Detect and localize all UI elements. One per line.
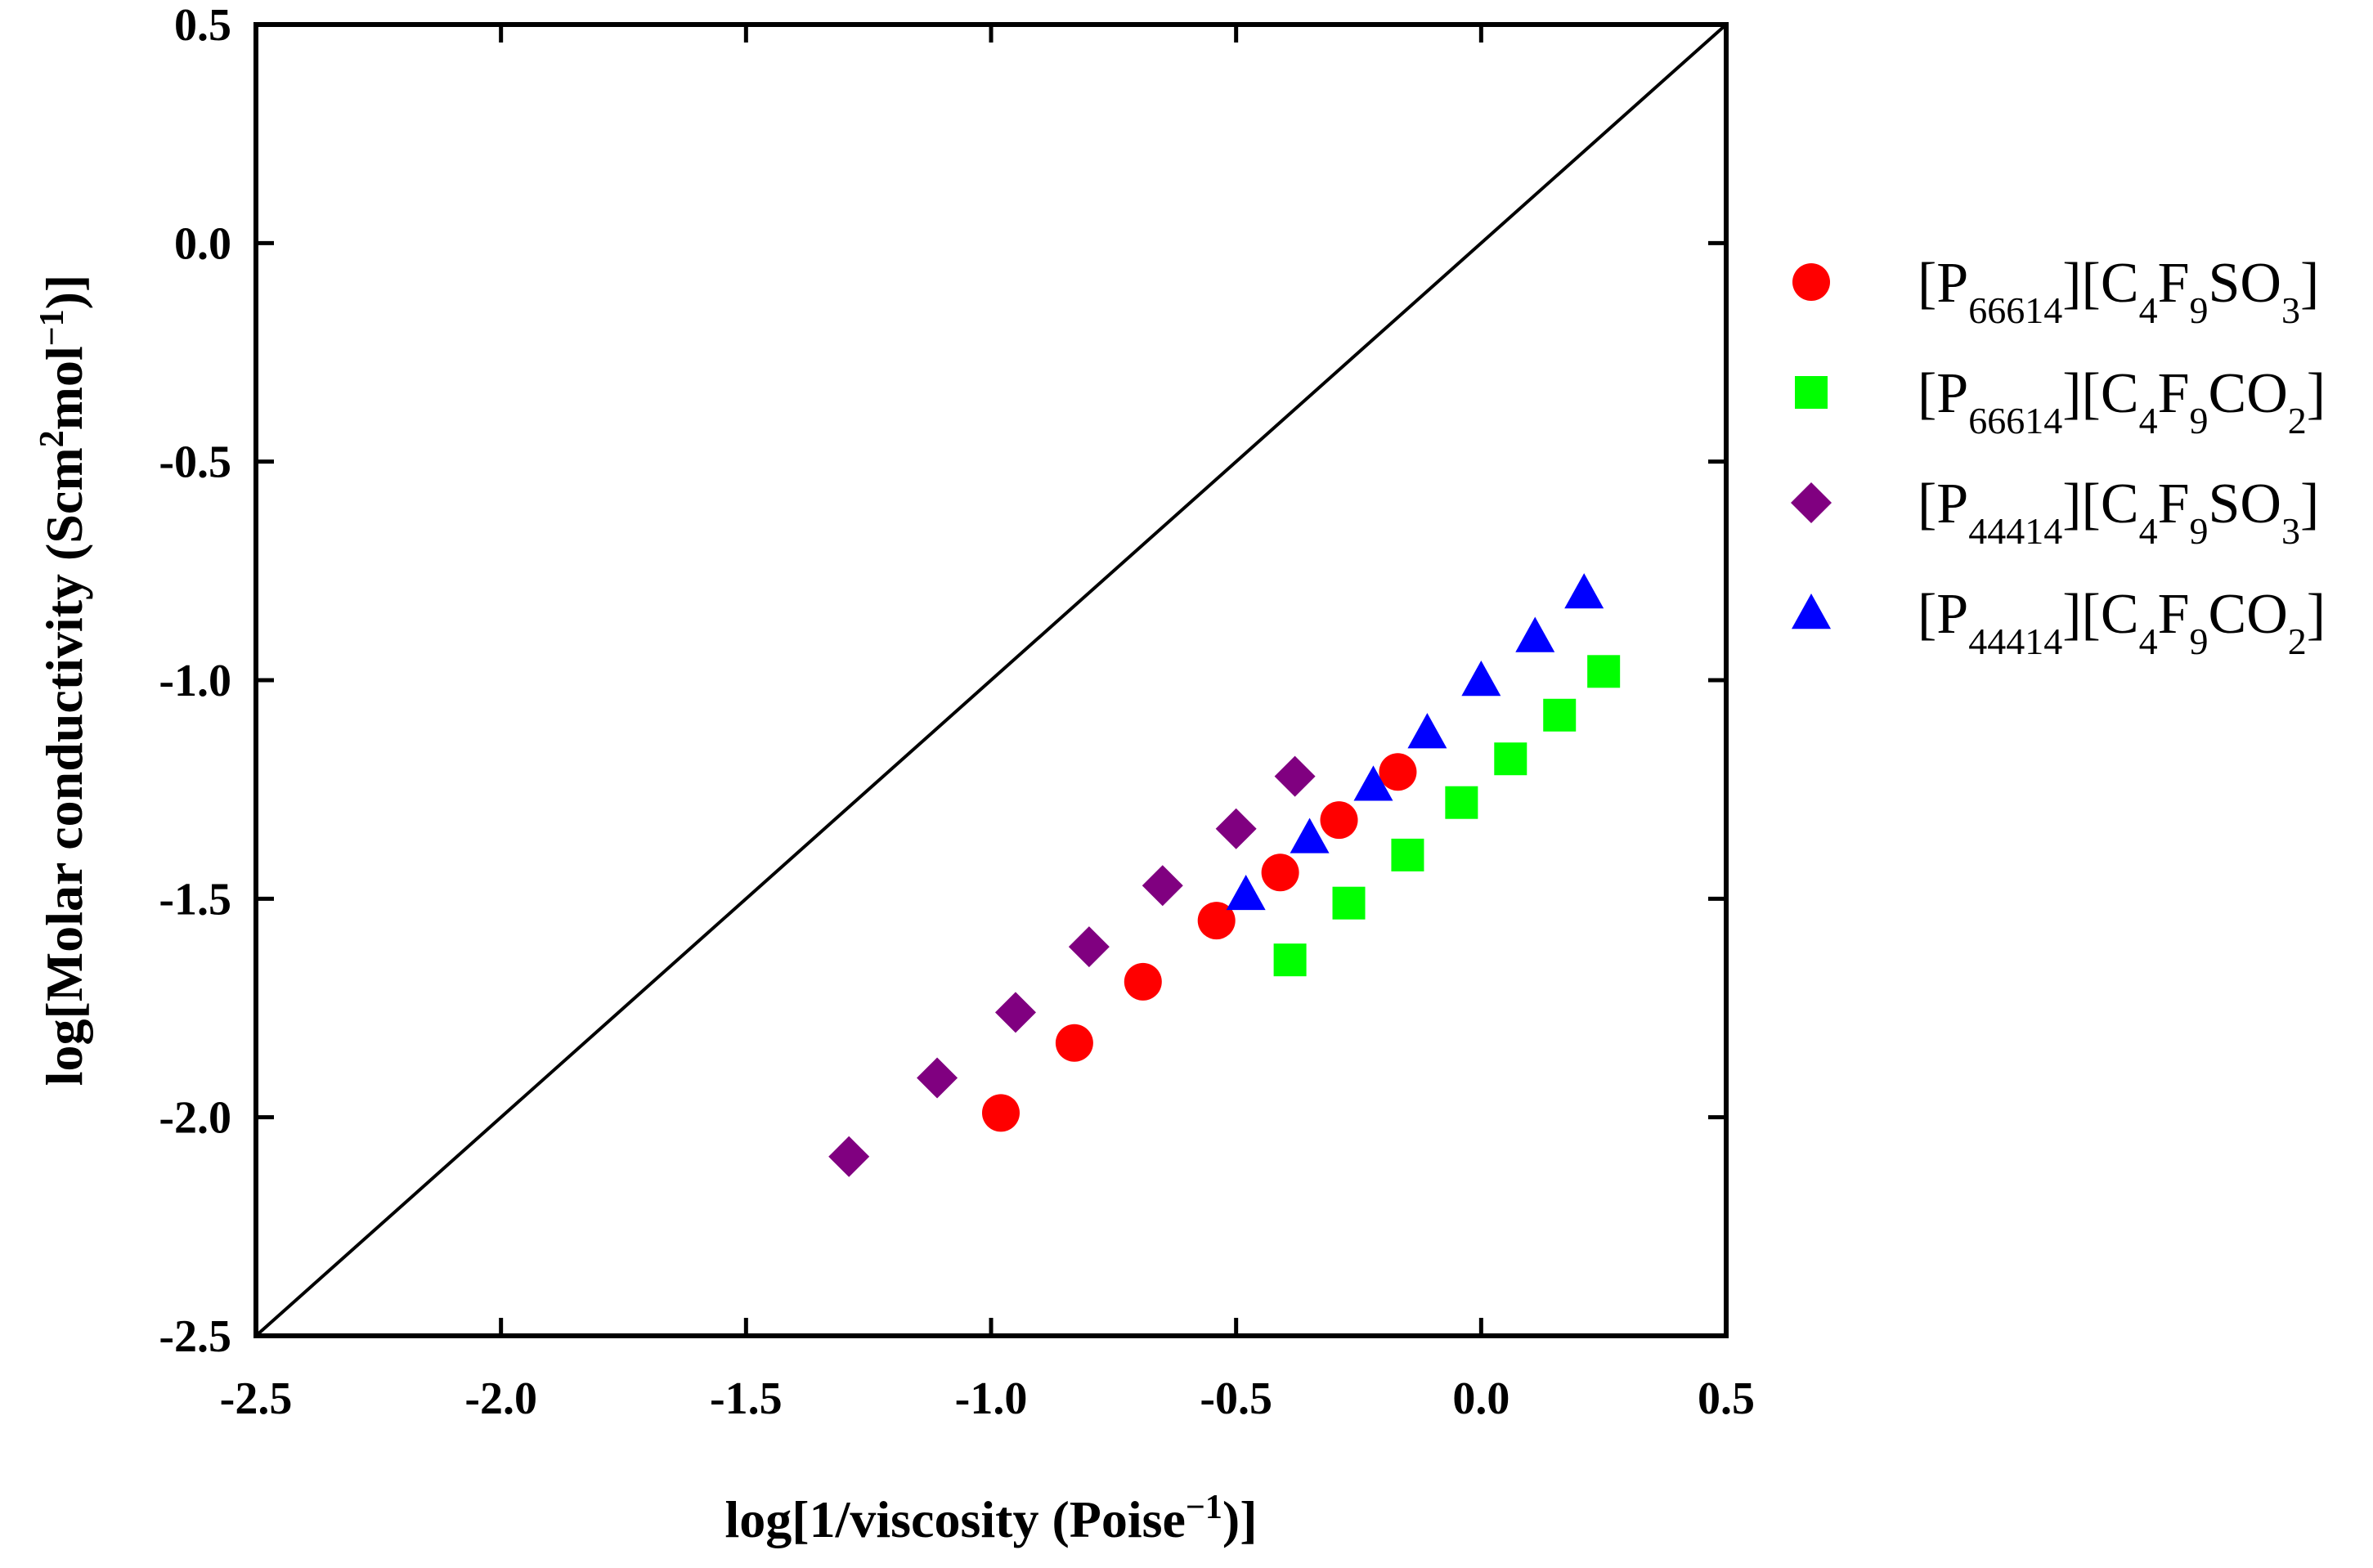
data-point-diamond <box>1274 755 1316 797</box>
data-point-diamond <box>1142 865 1183 907</box>
data-point-square <box>1543 698 1577 732</box>
data-point-triangle <box>1461 661 1501 697</box>
data-point-diamond <box>1215 808 1257 849</box>
data-point-square <box>1587 655 1621 688</box>
data-point-triangle <box>1564 573 1604 609</box>
data-point-square <box>1332 886 1366 920</box>
data-point-circle <box>1124 962 1162 1001</box>
y-tick-label: -2.0 <box>159 1093 231 1144</box>
series-diamond <box>828 755 1316 1177</box>
x-tick-label: 0.5 <box>1698 1373 1755 1424</box>
legend: [P66614][C4F9SO3] [P66614][C4F9CO2] [P4441… <box>1791 252 2326 662</box>
x-tick-label: 0.0 <box>1452 1373 1509 1424</box>
legend-item: [P66614][C4F9CO2] <box>1795 362 2326 441</box>
data-point-triangle <box>1290 818 1330 853</box>
legend-item: [P66614][C4F9SO3] <box>1792 252 2319 331</box>
data-point-circle <box>1197 902 1236 940</box>
x-tick-label: -1.0 <box>955 1373 1028 1424</box>
series-square <box>1273 655 1621 977</box>
x-tick-label: -0.5 <box>1200 1373 1272 1424</box>
x-tick-label: -2.5 <box>220 1373 293 1424</box>
x-axis-title: log[1/viscosity (Poise−1)] <box>724 1489 1257 1548</box>
data-point-diamond <box>994 992 1036 1033</box>
y-axis-title: log[Molar conductivity (Scm2mol−1)] <box>34 275 93 1086</box>
data-point-diamond <box>828 1136 870 1177</box>
data-point-circle <box>1320 801 1358 840</box>
plot-frame <box>253 22 1729 1338</box>
x-tick-label: -1.5 <box>710 1373 783 1424</box>
y-tick-label: -2.5 <box>159 1311 231 1362</box>
data-point-square <box>1494 742 1527 776</box>
y-tick-label: 0.0 <box>174 218 231 269</box>
data-point-triangle <box>1226 874 1266 911</box>
legend-label: [P44414][C4F9CO2] <box>1918 583 2326 662</box>
data-point-triangle <box>1353 765 1393 801</box>
y-tick-label: -1.0 <box>159 656 231 706</box>
data-point-circle <box>1261 853 1299 892</box>
data-point-square <box>1445 786 1478 819</box>
legend-marker-diamond <box>1791 482 1832 523</box>
legend-label: [P44414][C4F9SO3] <box>1918 473 2319 552</box>
legend-marker-square <box>1795 376 1828 409</box>
legend-item: [P44414][C4F9SO3] <box>1791 473 2319 552</box>
y-tick-label: 0.5 <box>174 0 231 51</box>
data-point-square <box>1391 838 1424 871</box>
legend-label: [P66614][C4F9CO2] <box>1918 362 2326 441</box>
legend-marker-triangle <box>1792 594 1831 629</box>
data-point-triangle <box>1407 713 1447 749</box>
series-circle <box>981 753 1417 1132</box>
data-point-triangle <box>1515 616 1555 652</box>
legend-item: [P44414][C4F9CO2] <box>1792 583 2326 662</box>
y-tick-label: -0.5 <box>159 437 231 488</box>
series-triangle <box>1226 573 1604 911</box>
x-tick-label: -2.0 <box>464 1373 537 1424</box>
legend-label: [P66614][C4F9SO3] <box>1918 252 2319 331</box>
data-point-circle <box>981 1094 1020 1132</box>
reference-line <box>254 23 1728 1337</box>
legend-marker-circle <box>1792 263 1830 301</box>
y-tick-label: -1.5 <box>159 874 231 925</box>
data-point-square <box>1273 943 1307 977</box>
data-point-diamond <box>917 1057 958 1099</box>
data-point-diamond <box>1068 926 1110 968</box>
data-point-circle <box>1379 753 1417 791</box>
data-point-circle <box>1055 1024 1093 1062</box>
